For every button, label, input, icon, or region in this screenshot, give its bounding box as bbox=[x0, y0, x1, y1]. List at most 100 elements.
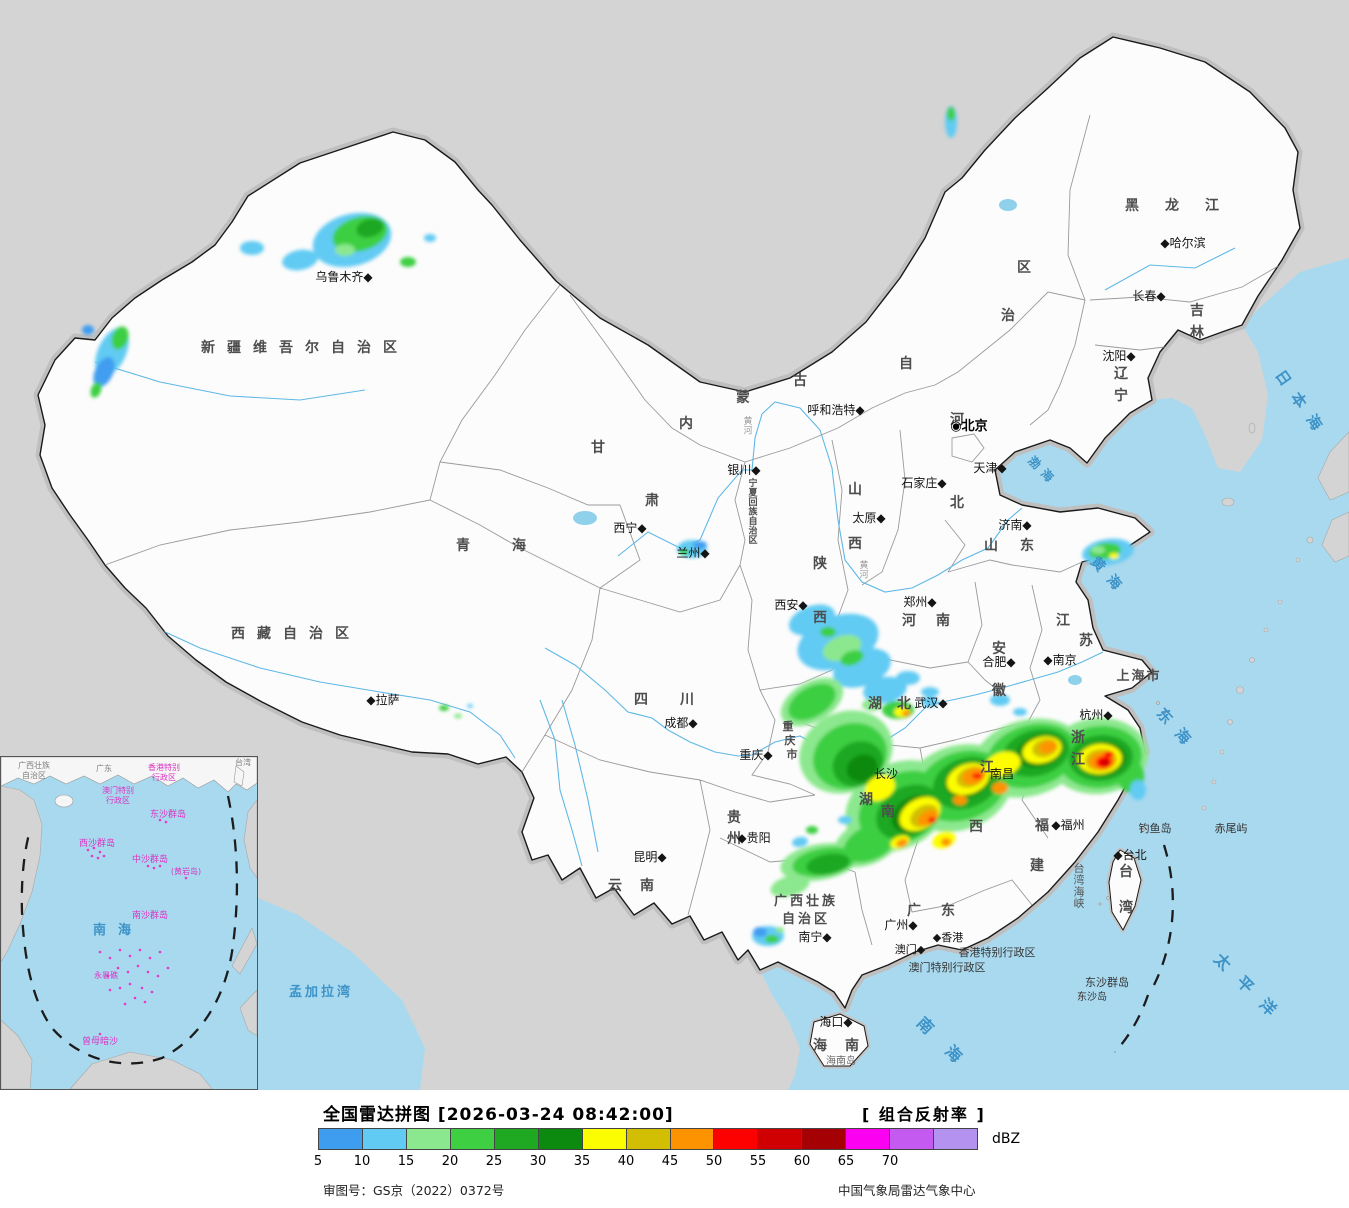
legend-swatch bbox=[758, 1129, 803, 1149]
legend-panel: 全国雷达拼图 [2026-03-24 08:42:00] [ 组合反射率 ] d… bbox=[0, 1090, 1349, 1208]
map-label: 湖 bbox=[868, 696, 882, 712]
map-label: 海南岛 bbox=[826, 1054, 856, 1067]
map-label: 西宁◆ bbox=[613, 520, 647, 535]
map-label: 贵 bbox=[727, 809, 741, 826]
legend-tick: 25 bbox=[485, 1154, 503, 1169]
map-label: 杭州◆ bbox=[1079, 707, 1113, 722]
radar-echo bbox=[792, 836, 808, 848]
map-label: 蒙 bbox=[736, 389, 750, 406]
map-label: 新疆维吾尔自治区 bbox=[201, 339, 409, 356]
map-label: 建 bbox=[1030, 857, 1044, 874]
map-label: 东沙群岛 bbox=[150, 808, 186, 820]
legend-swatch bbox=[670, 1129, 715, 1149]
nine-dash-line-main bbox=[1114, 844, 1174, 1053]
map-label: 福 bbox=[1034, 817, 1049, 834]
radar-echo bbox=[1101, 760, 1109, 766]
map-label: 西安◆ bbox=[774, 597, 808, 612]
map-label: (黄岩岛) bbox=[171, 866, 201, 876]
map-label: 中沙群岛 bbox=[132, 853, 168, 865]
map-label: 钓鱼岛 bbox=[1139, 821, 1172, 835]
map-label: 郑州◆ bbox=[903, 594, 937, 609]
radar-echo bbox=[111, 326, 129, 350]
map-label: 曾母暗沙 bbox=[82, 1035, 118, 1047]
japan-korea-islands bbox=[1201, 422, 1349, 811]
map-title: 全国雷达拼图 [2026-03-24 08:42:00] bbox=[323, 1105, 674, 1125]
map-label: 陕 bbox=[813, 555, 827, 572]
sea-bay-of-bengal bbox=[258, 898, 425, 1090]
radar-echo bbox=[693, 541, 707, 549]
map-label: 乌鲁木齐◆ bbox=[315, 269, 373, 284]
radar-echo bbox=[928, 817, 936, 823]
legend-swatch bbox=[319, 1129, 363, 1149]
radar-echo bbox=[1104, 751, 1114, 757]
hainan-island bbox=[807, 1011, 871, 1069]
radar-echo bbox=[992, 782, 1008, 794]
map-label: ◆拉萨 bbox=[366, 692, 399, 707]
map-label: 澳门特别行政区 bbox=[909, 960, 986, 974]
legend-swatch bbox=[450, 1129, 495, 1149]
radar-echo bbox=[753, 927, 767, 937]
radar-echo bbox=[896, 671, 920, 685]
radar-echo bbox=[335, 244, 355, 256]
map-label: 海口◆ bbox=[819, 1014, 853, 1029]
inset-vietnam bbox=[0, 785, 43, 964]
map-label: 自 bbox=[899, 355, 913, 372]
province-borders bbox=[104, 114, 1281, 946]
map-label: 肃 bbox=[645, 492, 659, 509]
map-label: 区 bbox=[1017, 260, 1031, 276]
map-label: 南 bbox=[881, 803, 895, 820]
lakes bbox=[573, 199, 1082, 685]
map-area: 新疆维吾尔自治区 西藏自治区 青海甘肃内蒙古自治区黑龙江吉林辽宁河北山西山东 河南陕西… bbox=[0, 0, 1349, 1090]
map-label: 台 bbox=[1119, 863, 1133, 880]
radar-echo bbox=[788, 683, 836, 721]
radar-echo bbox=[93, 357, 115, 387]
map-label: 行政区 bbox=[106, 795, 130, 805]
map-label: 沈阳◆ bbox=[1102, 348, 1136, 363]
map-label: 四川 bbox=[634, 692, 726, 708]
map-label: 河 bbox=[950, 411, 964, 428]
map-label: 武汉◆ bbox=[914, 696, 948, 710]
small-islands bbox=[1078, 701, 1222, 999]
legend-tick: 30 bbox=[529, 1154, 547, 1169]
map-label: 黄河 bbox=[859, 559, 868, 581]
map-label: 西藏自治区 bbox=[231, 625, 361, 642]
radar-echo bbox=[840, 650, 864, 666]
map-label: 澳门◆ bbox=[895, 942, 926, 956]
sea-east bbox=[760, 258, 1349, 1090]
map-label: 北 bbox=[950, 495, 964, 511]
radar-echo bbox=[838, 816, 852, 824]
map-label: 南宁◆ bbox=[798, 929, 832, 944]
legend-tick: 20 bbox=[441, 1154, 459, 1169]
radar-echo bbox=[1039, 740, 1057, 754]
radar-echo bbox=[282, 249, 318, 271]
radar-echo bbox=[765, 935, 779, 943]
colorbar bbox=[318, 1128, 978, 1150]
map-label: 徽 bbox=[991, 682, 1007, 699]
reef-dots bbox=[86, 818, 188, 1036]
map-label: 北 bbox=[897, 696, 911, 712]
map-label: 合肥◆ bbox=[982, 654, 1016, 669]
map-label: 庆 bbox=[784, 733, 796, 747]
map-label: 天津◆ bbox=[973, 461, 1007, 475]
radar-echo-layer bbox=[82, 106, 1148, 946]
map-label: 西 bbox=[848, 536, 862, 552]
radar-echo bbox=[788, 604, 836, 636]
map-label: 孟加拉湾 bbox=[289, 984, 353, 1000]
map-label: 澳门特别 bbox=[102, 785, 134, 795]
map-label: 南海 bbox=[93, 922, 143, 938]
legend-swatch bbox=[802, 1129, 847, 1149]
map-label: 广东 bbox=[96, 763, 112, 773]
map-label: 东沙岛 bbox=[1077, 990, 1107, 1003]
map-label: 台湾 bbox=[235, 757, 251, 767]
radar-echo bbox=[806, 826, 818, 834]
map-label: ◆香港 bbox=[933, 931, 963, 944]
map-label: 西 bbox=[813, 610, 827, 626]
map-label: 宁夏回族自治区 bbox=[747, 477, 758, 546]
radar-echo bbox=[240, 241, 264, 255]
map-label: 广州◆ bbox=[884, 918, 918, 932]
radar-echo bbox=[985, 751, 1021, 777]
review-number: 审图号：GS京（2022）0372号 bbox=[323, 1183, 505, 1198]
map-label: 黑龙江 bbox=[1125, 197, 1245, 214]
map-label: 江 bbox=[1071, 751, 1085, 768]
